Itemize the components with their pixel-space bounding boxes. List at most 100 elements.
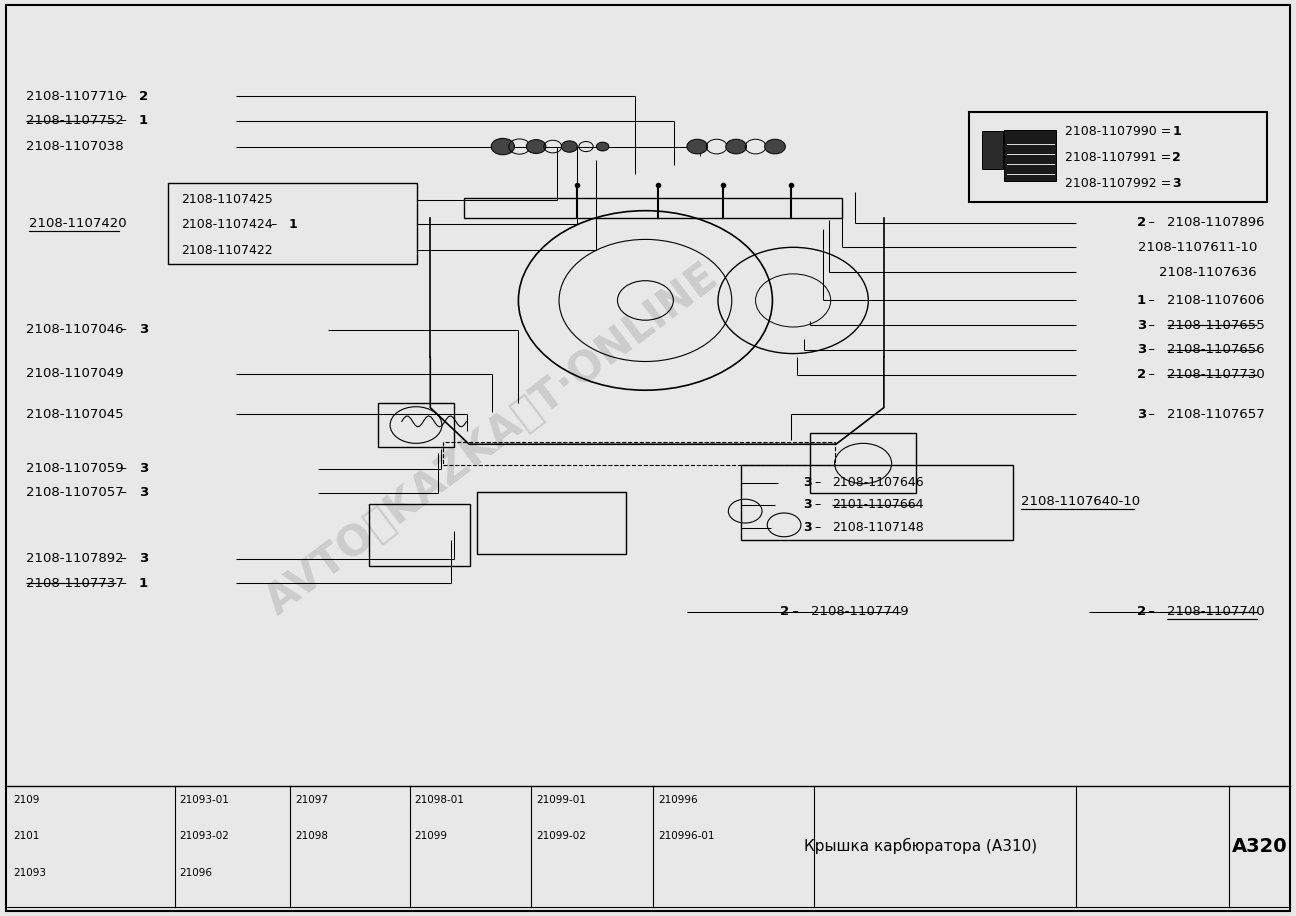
- Bar: [741, 465, 1013, 540]
- Bar: [969, 112, 1267, 202]
- Bar: [443, 442, 835, 465]
- Text: 2108-1107896: 2108-1107896: [1166, 216, 1265, 229]
- Text: 21099-02: 21099-02: [537, 832, 586, 841]
- Bar: [810, 433, 916, 493]
- Text: 2108-1107646: 2108-1107646: [832, 476, 924, 489]
- Bar: [464, 198, 842, 218]
- Text: 2108-1107740: 2108-1107740: [1166, 605, 1265, 618]
- Text: 2101-1107664: 2101-1107664: [832, 498, 924, 511]
- Text: –: –: [788, 605, 804, 618]
- Circle shape: [726, 139, 746, 154]
- Text: 3: 3: [139, 486, 148, 499]
- Text: 1: 1: [1137, 294, 1146, 307]
- Text: 2108-1107057: 2108-1107057: [26, 486, 123, 499]
- Text: 21098-01: 21098-01: [415, 795, 464, 804]
- Text: 2108-1107655: 2108-1107655: [1166, 319, 1265, 332]
- Text: 3: 3: [1137, 408, 1146, 420]
- Text: 3: 3: [1137, 319, 1146, 332]
- Text: 3: 3: [139, 323, 148, 336]
- Bar: [477, 492, 626, 554]
- Text: 2108-1107636: 2108-1107636: [1160, 266, 1257, 278]
- Text: –: –: [810, 476, 824, 489]
- Text: 2: 2: [1137, 216, 1146, 229]
- Text: Крышка карбюратора (А310): Крышка карбюратора (А310): [804, 838, 1037, 855]
- Text: 21093-01: 21093-01: [179, 795, 228, 804]
- Text: 21098: 21098: [295, 832, 328, 841]
- Text: 2108-1107657: 2108-1107657: [1166, 408, 1265, 420]
- Bar: [369, 504, 470, 566]
- Text: 2108-1107059: 2108-1107059: [26, 463, 123, 475]
- Text: 1: 1: [139, 114, 148, 127]
- Text: 2: 2: [1137, 605, 1146, 618]
- Text: –: –: [810, 521, 824, 534]
- Text: 2108-1107049: 2108-1107049: [26, 367, 123, 380]
- Text: 2108-1107892: 2108-1107892: [26, 552, 123, 565]
- Text: 2108-1107990 =: 2108-1107990 =: [1065, 125, 1175, 138]
- Text: 2108-1107640-10: 2108-1107640-10: [1021, 496, 1140, 508]
- Text: 21093: 21093: [13, 868, 45, 878]
- Text: –: –: [117, 552, 131, 565]
- Text: 2108-1107045: 2108-1107045: [26, 408, 123, 420]
- Text: 2: 2: [1172, 151, 1181, 164]
- Text: –: –: [1144, 294, 1160, 307]
- Bar: [982, 131, 1003, 169]
- Text: 2108-1107656: 2108-1107656: [1166, 344, 1265, 356]
- Text: 1: 1: [139, 577, 148, 590]
- Text: 21097: 21097: [295, 795, 328, 804]
- Text: 2108-1107422: 2108-1107422: [181, 244, 273, 256]
- Text: 3: 3: [804, 521, 813, 534]
- Text: –: –: [117, 486, 131, 499]
- Text: А320: А320: [1232, 837, 1287, 856]
- Text: 21093-02: 21093-02: [179, 832, 228, 841]
- Text: –: –: [117, 114, 131, 127]
- Bar: [168, 183, 417, 264]
- Text: 2108-1107424: 2108-1107424: [181, 218, 273, 231]
- Text: 21099-01: 21099-01: [537, 795, 586, 804]
- Text: 2: 2: [139, 90, 148, 103]
- Text: 2108-1107749: 2108-1107749: [810, 605, 908, 618]
- Text: 2108-1107737: 2108-1107737: [26, 577, 124, 590]
- Text: –: –: [117, 463, 131, 475]
- Text: 2109: 2109: [13, 795, 39, 804]
- Text: –: –: [1144, 319, 1160, 332]
- Text: 2108-1107991 =: 2108-1107991 =: [1065, 151, 1175, 164]
- Text: 2108-1107710: 2108-1107710: [26, 90, 123, 103]
- Text: 3: 3: [139, 463, 148, 475]
- Text: –: –: [117, 577, 131, 590]
- Text: 2: 2: [1137, 368, 1146, 381]
- Text: AVTOⓈKAZKAⓈT·ONLINE: AVTOⓈKAZKAⓈT·ONLINE: [258, 256, 727, 624]
- Circle shape: [526, 139, 546, 154]
- Text: 2101: 2101: [13, 832, 39, 841]
- Circle shape: [596, 142, 609, 151]
- Text: 1: 1: [1172, 125, 1181, 138]
- Text: 3: 3: [1137, 344, 1146, 356]
- Text: 21099: 21099: [415, 832, 447, 841]
- Text: 210996-01: 210996-01: [658, 832, 715, 841]
- Text: 3: 3: [804, 476, 813, 489]
- Text: –: –: [267, 218, 281, 231]
- Text: 2108-1107420: 2108-1107420: [29, 217, 126, 230]
- Text: 1: 1: [288, 218, 297, 231]
- Text: 3: 3: [1172, 177, 1181, 190]
- Text: 2108-1107046: 2108-1107046: [26, 323, 123, 336]
- Circle shape: [765, 139, 785, 154]
- Text: 2108-1107606: 2108-1107606: [1166, 294, 1265, 307]
- Text: 2108-1107992 =: 2108-1107992 =: [1065, 177, 1175, 190]
- Circle shape: [687, 139, 708, 154]
- Text: 3: 3: [804, 498, 813, 511]
- Text: –: –: [1144, 216, 1160, 229]
- Text: –: –: [117, 90, 131, 103]
- Text: 210996: 210996: [658, 795, 699, 804]
- Text: –: –: [1144, 605, 1160, 618]
- Text: 3: 3: [139, 552, 148, 565]
- Circle shape: [561, 141, 578, 152]
- Bar: [1004, 130, 1056, 181]
- Circle shape: [491, 138, 515, 155]
- Text: 21096: 21096: [179, 868, 211, 878]
- Bar: [378, 403, 454, 447]
- Text: 2108-1107752: 2108-1107752: [26, 114, 124, 127]
- Text: –: –: [1144, 408, 1160, 420]
- Text: –: –: [810, 498, 824, 511]
- Text: 2108-1107730: 2108-1107730: [1166, 368, 1265, 381]
- Text: –: –: [117, 323, 131, 336]
